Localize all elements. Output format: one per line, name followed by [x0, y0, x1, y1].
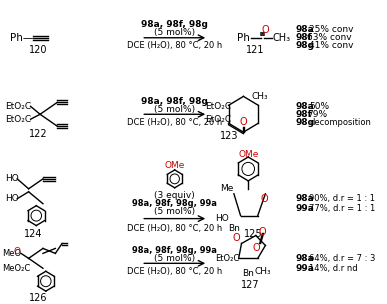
Text: (5 mol%): (5 mol%)	[154, 105, 195, 114]
Text: CH₃: CH₃	[272, 33, 290, 43]
Text: MeO₂C: MeO₂C	[2, 264, 30, 273]
Text: 98a: 98a	[296, 194, 315, 203]
Text: 64%, d.r = 7 : 3: 64%, d.r = 7 : 3	[309, 254, 376, 263]
Text: 98a: 98a	[296, 102, 315, 111]
Text: OMe: OMe	[238, 150, 259, 158]
Text: 98a, 98f, 98g: 98a, 98f, 98g	[141, 20, 208, 29]
Text: 98f: 98f	[296, 33, 313, 42]
Text: Me: Me	[221, 184, 234, 193]
Text: decomposition: decomposition	[309, 118, 371, 127]
Text: Bn: Bn	[242, 269, 254, 278]
Text: (5 mol%): (5 mol%)	[154, 207, 195, 216]
Text: 41% conv: 41% conv	[309, 41, 354, 50]
Text: 98g: 98g	[296, 118, 315, 127]
Text: 99a: 99a	[296, 264, 315, 273]
Text: 98a, 98f, 98g: 98a, 98f, 98g	[141, 97, 208, 106]
Text: EtO₂C: EtO₂C	[205, 115, 231, 124]
Text: 77%, d.r = 1 : 1: 77%, d.r = 1 : 1	[309, 204, 375, 213]
Text: 98a: 98a	[296, 254, 315, 263]
Text: 90%, d.r = 1 : 1: 90%, d.r = 1 : 1	[309, 194, 375, 203]
Text: DCE (H₂O), 80 °C, 20 h: DCE (H₂O), 80 °C, 20 h	[127, 224, 222, 233]
Text: O: O	[260, 194, 268, 204]
Text: 79%: 79%	[307, 110, 327, 119]
Text: 121: 121	[246, 45, 264, 55]
Text: MeO: MeO	[2, 249, 21, 258]
Text: O: O	[233, 233, 241, 244]
Text: (5 mol%): (5 mol%)	[154, 254, 195, 263]
Text: 99a: 99a	[296, 204, 315, 213]
Text: 126: 126	[29, 293, 48, 303]
Text: (5 mol%): (5 mol%)	[154, 28, 195, 37]
Text: DCE (H₂O), 80 °C, 20 h: DCE (H₂O), 80 °C, 20 h	[127, 267, 222, 276]
Text: 127: 127	[241, 280, 259, 290]
Text: EtO₂C: EtO₂C	[205, 102, 231, 111]
Text: 98g: 98g	[296, 41, 315, 50]
Text: EtO₂C: EtO₂C	[5, 115, 31, 124]
Text: EtO₂C: EtO₂C	[5, 102, 31, 111]
Text: 124: 124	[24, 229, 43, 239]
Text: 98a, 98f, 98g, 99a: 98a, 98f, 98g, 99a	[132, 199, 217, 208]
Text: 98f: 98f	[296, 110, 313, 119]
Text: O: O	[252, 244, 260, 254]
Text: 98a: 98a	[296, 25, 315, 34]
Text: HO: HO	[5, 174, 19, 183]
Text: 63% conv: 63% conv	[307, 33, 352, 42]
Text: (3 equiv): (3 equiv)	[154, 191, 195, 200]
Text: CH₃: CH₃	[254, 267, 271, 276]
Text: Ph—: Ph—	[10, 33, 33, 43]
Text: 50%: 50%	[309, 102, 329, 111]
Text: DCE (H₂O), 80 °C, 20 h: DCE (H₂O), 80 °C, 20 h	[127, 118, 222, 127]
Text: 123: 123	[220, 131, 238, 141]
Text: CH₃: CH₃	[251, 92, 268, 101]
Text: Bn: Bn	[228, 224, 240, 233]
Text: 122: 122	[29, 129, 48, 139]
Text: O: O	[14, 247, 21, 256]
Text: O: O	[262, 25, 269, 35]
Text: 98a, 98f, 98g, 99a: 98a, 98f, 98g, 99a	[132, 246, 217, 255]
Text: DCE (H₂O), 80 °C, 20 h: DCE (H₂O), 80 °C, 20 h	[127, 41, 222, 50]
Text: 25% conv: 25% conv	[309, 25, 354, 34]
Text: O: O	[240, 117, 247, 127]
Text: HO: HO	[216, 214, 229, 223]
Text: O: O	[259, 226, 266, 237]
Text: HO: HO	[5, 194, 19, 203]
Text: 14%, d.r nd: 14%, d.r nd	[309, 264, 358, 273]
Text: EtO₂C: EtO₂C	[215, 254, 239, 263]
Text: OMe: OMe	[164, 161, 185, 171]
Text: 125: 125	[244, 229, 262, 239]
Text: Ph: Ph	[237, 33, 250, 43]
Text: 120: 120	[29, 45, 48, 55]
